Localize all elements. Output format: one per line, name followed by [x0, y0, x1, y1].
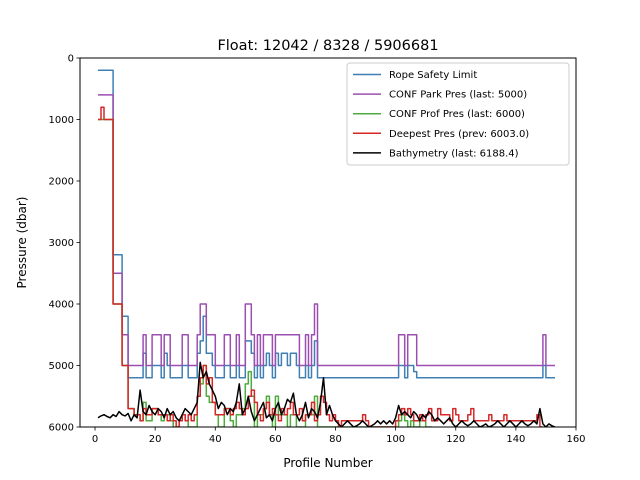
y-tick-label: 4000	[49, 300, 74, 311]
x-tick-label: 60	[269, 434, 282, 445]
y-axis: 0 1000 2000 3000 4000 5000 6000	[49, 54, 80, 434]
series-line-4	[97, 361, 556, 427]
x-tick-label: 0	[92, 434, 98, 445]
y-tick-label: 6000	[49, 423, 74, 434]
x-tick-label: 120	[446, 434, 465, 445]
y-axis-label: Pressure (dbar)	[15, 197, 29, 289]
x-tick-label: 160	[566, 434, 585, 445]
legend: Rope Safety Limit CONF Park Pres (last: 5…	[346, 62, 570, 166]
legend-label-0: Rope Safety Limit	[389, 70, 477, 81]
y-tick-label: 5000	[49, 361, 74, 372]
legend-label-3: Deepest Pres (prev: 6003.0)	[389, 129, 529, 140]
y-tick-label: 2000	[49, 177, 74, 188]
y-tick-label: 3000	[49, 238, 74, 249]
legend-label-4: Bathymetry (last: 6188.4)	[389, 148, 519, 159]
x-tick-label: 20	[149, 434, 162, 445]
y-tick-label: 1000	[49, 115, 74, 126]
legend-box	[346, 62, 570, 166]
x-axis-label: Profile Number	[283, 456, 372, 470]
y-tick-label: 0	[68, 54, 74, 65]
x-tick-label: 80	[329, 434, 342, 445]
x-tick-label: 100	[386, 434, 405, 445]
x-tick-label: 140	[506, 434, 525, 445]
series-line-1	[98, 94, 555, 367]
x-axis: 0 20 40 60 80 100 120 140 160	[92, 427, 586, 445]
series-line-3	[98, 106, 543, 427]
chart-title: Float: 12042 / 8328 / 5906681	[217, 38, 438, 54]
series-line-2	[98, 118, 432, 427]
legend-label-1: CONF Park Pres (last: 5000)	[389, 90, 527, 101]
legend-label-2: CONF Prof Pres (last: 6000)	[389, 109, 525, 120]
x-tick-label: 40	[209, 434, 222, 445]
series-layer	[97, 69, 556, 427]
